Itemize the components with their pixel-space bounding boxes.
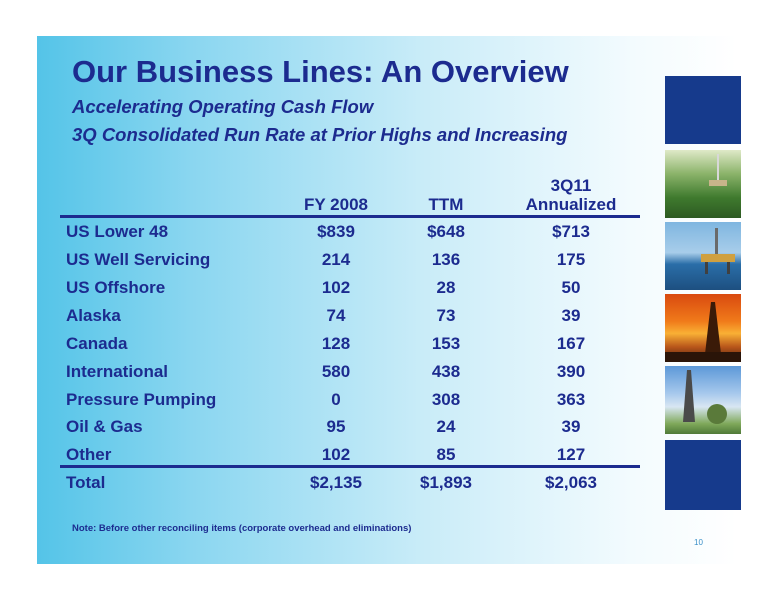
cell-ttm: 85 — [436, 445, 456, 464]
cell-3q11: 127 — [556, 445, 586, 464]
rig-sky-photo — [665, 366, 741, 434]
table-row: US Offshore 102 28 50 — [66, 278, 640, 304]
cell-fy2008: 74 — [326, 306, 346, 325]
table-row: Canada 128 153 167 — [66, 334, 640, 360]
header-fy2008: FY 2008 — [304, 195, 368, 214]
page-number: 10 — [694, 538, 703, 547]
sunset-rig-illustration — [665, 302, 741, 362]
cell-ttm: 438 — [431, 362, 461, 381]
row-label: International — [66, 362, 169, 381]
cell-3q11: 363 — [556, 390, 586, 409]
cell-3q11: 390 — [556, 362, 586, 381]
cell-ttm: $648 — [427, 222, 465, 241]
navy-panel-bottom — [665, 440, 741, 510]
row-label: Canada — [66, 334, 128, 353]
rig-sky-illustration — [683, 370, 727, 424]
row-label: Alaska — [66, 306, 121, 325]
cell-fy2008: 102 — [321, 445, 351, 464]
row-label: Pressure Pumping — [66, 390, 217, 409]
row-label: US Well Servicing — [66, 250, 211, 269]
table-row: US Well Servicing 214 136 175 — [66, 250, 640, 276]
row-label: US Offshore — [66, 278, 166, 297]
table-total-row: Total $2,135 $1,893 $2,063 — [66, 473, 640, 499]
cell-fy2008: 580 — [321, 362, 351, 381]
row-label: Other — [66, 445, 112, 464]
cell-ttm: 136 — [431, 250, 461, 269]
slide-background — [37, 36, 737, 564]
row-label: US Lower 48 — [66, 222, 169, 241]
row-label: Oil & Gas — [66, 417, 143, 436]
table-header-rule — [60, 215, 640, 218]
cell-ttm: 28 — [436, 278, 456, 297]
cell-ttm: 73 — [436, 306, 456, 325]
cell-ttm: 153 — [431, 334, 461, 353]
table-row: Other 102 85 127 — [66, 445, 640, 471]
navy-panel-top — [665, 76, 741, 144]
total-label: Total — [66, 473, 106, 492]
cell-fy2008: 214 — [321, 250, 351, 269]
table-row: US Lower 48 $839 $648 $713 — [66, 222, 640, 248]
header-ttm: TTM — [428, 195, 464, 214]
table-row: Pressure Pumping 0 308 363 — [66, 390, 640, 416]
cell-3q11: 167 — [556, 334, 586, 353]
total-fy2008: $2,135 — [310, 473, 362, 492]
table-row: International 580 438 390 — [66, 362, 640, 388]
cell-3q11: 175 — [556, 250, 586, 269]
cell-ttm: 24 — [436, 417, 456, 436]
subtitle-run-rate: 3Q Consolidated Run Rate at Prior Highs … — [72, 124, 568, 145]
subtitle-cash-flow: Accelerating Operating Cash Flow — [72, 96, 374, 117]
cell-fy2008: 0 — [331, 390, 341, 409]
total-3q11: $2,063 — [545, 473, 597, 492]
cell-3q11: 39 — [561, 417, 581, 436]
land-rig-photo — [665, 150, 741, 218]
table-row: Alaska 74 73 39 — [66, 306, 640, 332]
cell-fy2008: 128 — [321, 334, 351, 353]
cell-3q11: $713 — [552, 222, 590, 241]
cell-fy2008: $839 — [317, 222, 355, 241]
cell-fy2008: 102 — [321, 278, 351, 297]
page-title: Our Business Lines: An Overview — [72, 54, 569, 89]
total-ttm: $1,893 — [420, 473, 472, 492]
cell-fy2008: 95 — [326, 417, 346, 436]
header-annualized: Annualized — [525, 195, 617, 214]
cell-3q11: 39 — [561, 306, 581, 325]
cell-ttm: 308 — [431, 390, 461, 409]
table-row: Oil & Gas 95 24 39 — [66, 417, 640, 443]
land-rig-illustration — [709, 154, 727, 186]
offshore-platform-illustration — [701, 228, 735, 274]
header-3q11-annualized: 3Q11 Annualized — [511, 176, 631, 214]
footnote: Note: Before other reconciling items (co… — [72, 523, 412, 534]
cell-3q11: 50 — [561, 278, 581, 297]
table-total-rule — [60, 465, 640, 468]
offshore-platform-photo — [665, 222, 741, 290]
header-3q11: 3Q11 — [550, 176, 592, 195]
sunset-rig-photo — [665, 294, 741, 362]
